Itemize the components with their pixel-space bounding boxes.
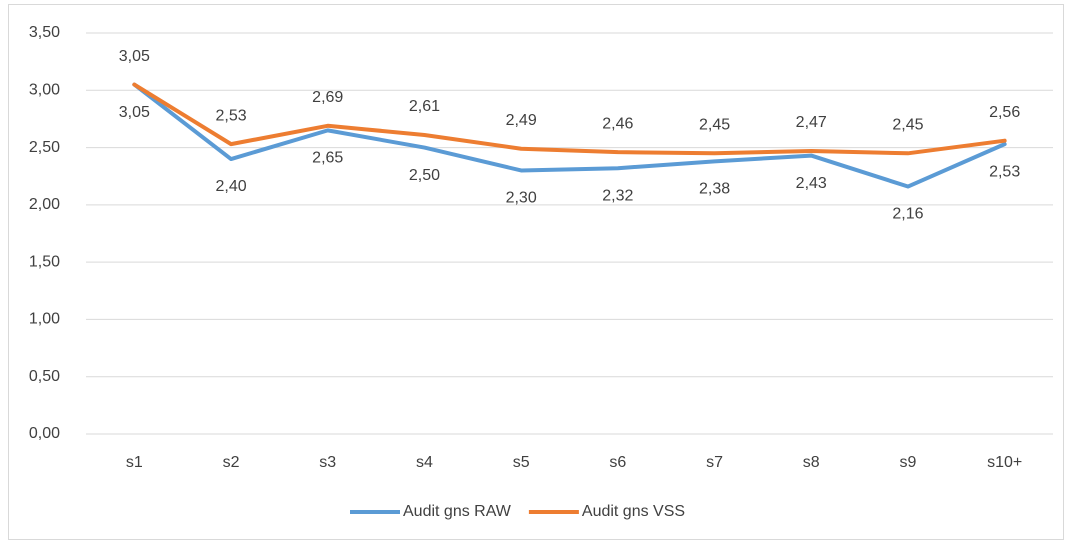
x-tick-label: s2 [223, 454, 240, 471]
x-tick-label: s6 [609, 454, 626, 471]
data-label: 2,50 [409, 167, 440, 184]
x-tick-label: s9 [899, 454, 916, 471]
legend-label: Audit gns VSS [582, 503, 685, 520]
data-label: 2,69 [312, 89, 343, 106]
y-tick-label: 3,50 [29, 24, 60, 41]
y-tick-label: 1,50 [29, 253, 60, 270]
data-label: 3,05 [119, 104, 150, 121]
x-tick-label: s1 [126, 454, 143, 471]
series-line [132, 82, 1007, 189]
y-tick-label: 3,00 [29, 82, 60, 99]
data-label: 2,45 [892, 117, 923, 134]
data-label: 2,61 [409, 98, 440, 115]
data-label: 2,40 [215, 178, 246, 195]
y-tick-label: 0,50 [29, 368, 60, 385]
data-label: 2,49 [506, 112, 537, 129]
x-tick-label: s4 [416, 454, 433, 471]
data-label: 3,05 [119, 48, 150, 65]
data-label: 2,32 [602, 187, 633, 204]
y-tick-label: 1,00 [29, 311, 60, 328]
y-tick-label: 2,00 [29, 196, 60, 213]
data-label: 2,56 [989, 104, 1020, 121]
x-tick-label: s8 [803, 454, 820, 471]
data-label: 2,65 [312, 150, 343, 167]
chart-border [8, 4, 1064, 540]
x-tick-label: s3 [319, 454, 336, 471]
x-tick-label: s5 [513, 454, 530, 471]
x-tick-label: s10+ [987, 454, 1022, 471]
y-tick-label: 0,00 [29, 425, 60, 442]
data-label: 2,53 [215, 107, 246, 124]
data-label: 2,53 [989, 163, 1020, 180]
data-label: 2,45 [699, 117, 730, 134]
data-label: 2,46 [602, 115, 633, 132]
legend-label: Audit gns RAW [403, 503, 512, 520]
data-label: 2,30 [506, 190, 537, 207]
x-tick-label: s7 [706, 454, 723, 471]
series-line [132, 82, 1007, 156]
data-label: 2,43 [796, 175, 827, 192]
data-label: 2,16 [892, 206, 923, 223]
y-tick-label: 2,50 [29, 139, 60, 156]
data-label: 2,38 [699, 181, 730, 198]
data-label: 2,47 [796, 114, 827, 131]
